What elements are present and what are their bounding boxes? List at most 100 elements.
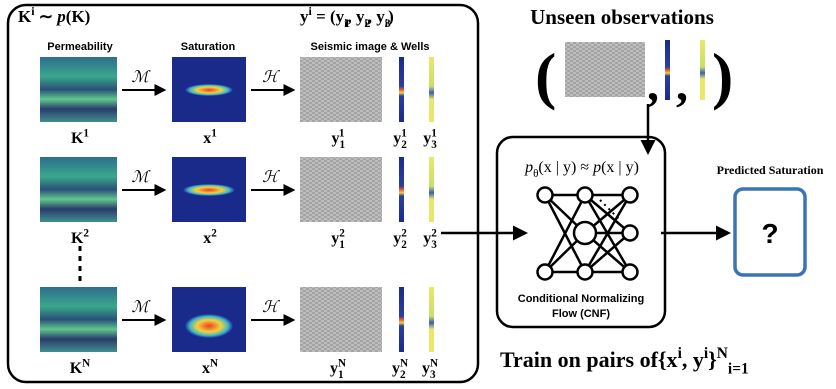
math-part: 2 — [401, 227, 407, 239]
math-part: y — [392, 360, 400, 377]
comma: , — [647, 58, 659, 111]
operator: ℋ — [262, 299, 280, 316]
math-label: y3N — [422, 357, 438, 381]
operator: ℋ — [262, 169, 280, 186]
math-part: N — [400, 357, 408, 369]
well-log — [429, 57, 434, 122]
math-part: , — [347, 7, 356, 26]
math-part: y — [330, 360, 338, 377]
content: Ki ∼ p(K)yi = (y1i, y2i, y3i)Permeabilit… — [18, 4, 824, 381]
math-label: x1 — [203, 127, 217, 147]
math-label: y1N — [330, 357, 346, 381]
math-part: (x | y) — [601, 159, 639, 176]
column-header: Permeability — [47, 41, 113, 53]
math-part: 1 — [211, 127, 217, 139]
math-part: 1 — [339, 127, 345, 139]
permeability-image — [40, 57, 117, 122]
node — [623, 265, 638, 280]
permeability-image — [40, 157, 117, 222]
node — [538, 188, 553, 203]
math-part: ∼ — [35, 7, 58, 26]
math-part: N — [210, 357, 218, 369]
seismic-image — [300, 157, 382, 222]
well-log — [399, 57, 404, 122]
math-part: 3 — [431, 139, 437, 151]
math-label: y31 — [423, 127, 437, 151]
math-part: , — [368, 7, 377, 26]
paren: ( — [535, 40, 556, 111]
cnf-name: Flow (CNF) — [552, 308, 610, 320]
math-part: 2 — [211, 227, 217, 239]
node — [578, 265, 593, 280]
math-part: 1 — [83, 127, 89, 139]
math-label: y12 — [331, 227, 345, 251]
node — [623, 188, 638, 203]
math-label: xN — [202, 357, 218, 377]
plume — [185, 84, 233, 96]
unseen-title: Unseen observations — [530, 5, 714, 29]
plume — [185, 314, 233, 338]
math-part: N — [82, 357, 90, 369]
math-label: y22 — [393, 227, 407, 251]
math-label: K1 — [71, 127, 89, 147]
operator: ℳ — [131, 69, 151, 86]
math-part: 1 — [339, 239, 345, 251]
math-label: y11 — [332, 127, 346, 151]
well-log — [399, 157, 404, 222]
plume — [183, 184, 235, 196]
seismic-image — [300, 57, 382, 122]
math-part: i=1 — [728, 361, 749, 378]
math-part: p — [592, 159, 601, 176]
math-part: 1 — [431, 127, 437, 139]
prediction-title: Predicted Saturation — [717, 163, 824, 177]
math-part: N — [717, 345, 728, 362]
math-part: K — [18, 7, 32, 26]
math-part: 3 — [430, 369, 436, 381]
math-label: y32 — [423, 227, 437, 251]
math-part: N — [338, 357, 346, 369]
math-part: 1 — [338, 369, 344, 381]
math-label: Ki ∼ p(K) — [18, 4, 90, 26]
math-part: ) — [388, 7, 394, 26]
math-part: , y — [682, 347, 704, 372]
permeability-image — [40, 287, 117, 352]
cnf-name: Conditional Normalizing — [518, 293, 645, 305]
well-log — [700, 40, 705, 100]
math-part: x — [203, 130, 211, 147]
math-part: K — [71, 130, 84, 147]
math-part: y — [423, 230, 431, 247]
math-part: {x — [658, 347, 678, 372]
math-part: 2 — [83, 227, 89, 239]
well-log — [399, 287, 404, 352]
math-part: y — [393, 230, 401, 247]
comma: , — [676, 58, 688, 111]
math-label: Train on pairs of{xi, yi}Ni=1 — [500, 345, 749, 378]
math-part: x — [203, 230, 211, 247]
well-log — [665, 40, 670, 100]
math-label: KN — [70, 357, 91, 377]
column-header: Saturation — [181, 41, 236, 53]
node — [578, 188, 593, 203]
math-part: N — [430, 357, 438, 369]
well-log — [429, 157, 434, 222]
network-icon — [538, 188, 638, 280]
seismic-image — [565, 42, 645, 97]
math-part: y — [423, 130, 431, 147]
node — [623, 226, 638, 241]
well-log — [429, 287, 434, 352]
math-part: 2 — [401, 139, 407, 151]
math-part: y — [331, 230, 339, 247]
operator: ℋ — [262, 69, 280, 86]
math-part: (x | y) ≈ — [538, 159, 593, 176]
math-label: y21 — [393, 127, 407, 151]
math-part: K — [71, 230, 84, 247]
math-part: 3 — [431, 239, 437, 251]
column-header: Seismic image & Wells — [310, 41, 429, 53]
math-part: p — [55, 7, 66, 26]
math-label: pθ(x | y) ≈ p(x | y) — [524, 159, 639, 180]
math-part: p — [524, 159, 533, 176]
math-part: y — [422, 360, 430, 377]
math-part: Train on pairs of — [500, 347, 659, 372]
math-part: x — [202, 360, 210, 377]
operator: ℳ — [131, 299, 151, 316]
